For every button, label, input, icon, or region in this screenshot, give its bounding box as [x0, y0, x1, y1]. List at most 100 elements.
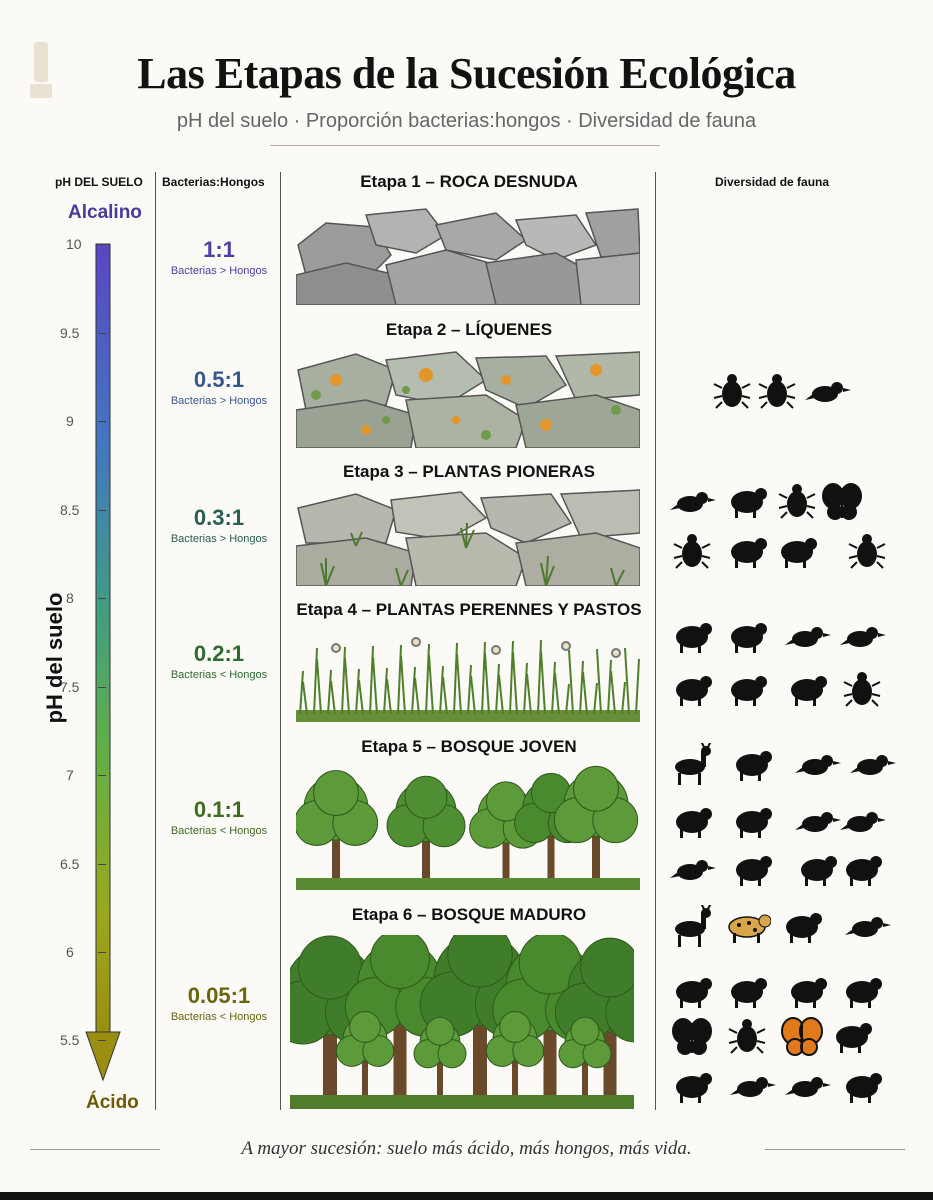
snake-icon [725, 668, 771, 717]
stage-2-ratio: 0.5:1 Bacterias > Hongos [160, 367, 278, 407]
divider-ratio [280, 172, 281, 1110]
ph-gradient-arrow [85, 243, 121, 1082]
opossum-icon [725, 970, 771, 1019]
beetle-icon [775, 480, 821, 529]
skunk-icon [670, 800, 716, 849]
title-divider [270, 145, 660, 146]
divider-fauna [655, 172, 656, 1110]
ph-tick-mark [98, 598, 106, 599]
butterfly-icon [820, 480, 866, 529]
monarch-butterfly-icon [780, 1015, 826, 1064]
squirrel-icon [840, 848, 886, 897]
stage-1-ratio: 1:1 Bacterias > Hongos [160, 237, 278, 277]
frog-icon [840, 1065, 886, 1114]
fox-icon [830, 1015, 876, 1064]
deer-icon [670, 900, 716, 954]
bird-icon [840, 615, 886, 664]
bird-icon [730, 1065, 776, 1114]
ph-tick-mark [98, 1040, 106, 1041]
ratio-value: 0.1:1 [193, 797, 245, 822]
page-title: Las Etapas de la Sucesión Ecológica [137, 49, 796, 98]
stage-4-grasses-illustration [296, 637, 640, 722]
ph-tick-label: 9 [66, 413, 74, 429]
footer-note: A mayor sucesión: suelo más ácido, más h… [241, 1138, 692, 1159]
rabbit-icon [670, 615, 716, 664]
crest-logo-icon [30, 42, 52, 98]
ratio-note: Bacterias > Hongos [170, 265, 268, 277]
owl-icon [845, 905, 891, 954]
ph-tick-label: 8 [66, 590, 74, 606]
mole-icon [725, 615, 771, 664]
raccoon-icon [730, 800, 776, 849]
hummingbird-icon [805, 370, 851, 419]
beetle-icon [840, 668, 886, 717]
ratio-value: 0.3:1 [193, 505, 245, 530]
ph-tick-label: 6 [66, 944, 74, 960]
bird-icon [840, 800, 886, 849]
acid-label: Ácido [86, 1092, 139, 1113]
ph-tick-mark [98, 952, 106, 953]
ph-tick-label: 5.5 [60, 1032, 80, 1048]
ratio-note: Bacterias < Hongos [170, 825, 268, 837]
ph-tick-mark [98, 775, 106, 776]
fly-icon [710, 370, 756, 419]
bottom-bar [0, 1192, 933, 1200]
owl-icon [850, 743, 896, 792]
fox-icon [670, 1065, 716, 1114]
beetle-icon [670, 530, 716, 579]
cougar-icon [780, 905, 826, 954]
jaguar-icon [725, 905, 772, 954]
ph-tick-label: 9.5 [60, 325, 80, 341]
stage-3-ratio: 0.3:1 Bacterias > Hongos [160, 505, 278, 545]
ph-axis-title: pH del suelo [42, 592, 67, 724]
salamander-icon [840, 970, 886, 1019]
lizard-icon [775, 530, 821, 579]
deer-icon [670, 738, 716, 792]
ph-tick-label: 6.5 [60, 856, 80, 872]
ph-tick-mark [98, 333, 106, 334]
page-subtitle: pH del suelo · Proporción bacterias:hong… [176, 110, 757, 132]
ph-tick-label: 10 [66, 236, 82, 252]
ratio-value: 0.2:1 [193, 641, 245, 666]
stage-5-young-forest-illustration [296, 765, 640, 890]
footer-rule-right [765, 1149, 905, 1150]
frog-icon [785, 970, 831, 1019]
opossum-icon [795, 848, 841, 897]
stage-1-title: Etapa 1 – ROCA DESNUDA [360, 172, 578, 191]
beetle-icon [725, 1015, 771, 1064]
raccoon-icon [670, 970, 716, 1019]
bird-icon [795, 800, 841, 849]
stage-5-ratio: 0.1:1 Bacterias < Hongos [160, 797, 278, 837]
ph-tick-mark [98, 510, 106, 511]
ratio-value: 0.5:1 [193, 367, 245, 392]
mouse-icon [725, 480, 771, 529]
bird-icon [670, 848, 716, 897]
stage-3-title: Etapa 3 – PLANTAS PIONERAS [343, 462, 595, 481]
alkaline-label: Alcalino [68, 202, 142, 223]
ph-column-header: pH DEL SUELO [55, 175, 143, 189]
ph-tick-mark [98, 864, 106, 865]
divider-left [155, 172, 156, 1110]
bird-icon [785, 615, 831, 664]
bird-icon [785, 1065, 831, 1114]
stage-4-ratio: 0.2:1 Bacterias < Hongos [160, 641, 278, 681]
frog-icon [785, 668, 831, 717]
ph-tick-mark [98, 244, 106, 245]
stage-2-title: Etapa 2 – LÍQUENES [385, 320, 553, 339]
stage-2-lichen-illustration [296, 351, 640, 448]
ratio-note: Bacterias < Hongos [170, 1011, 268, 1023]
ant-icon [845, 530, 891, 579]
ratio-note: Bacterias > Hongos [170, 533, 268, 545]
butterfly-icon [670, 1015, 716, 1064]
stage-4-title: Etapa 4 – PLANTAS PERENNES Y PASTOS [296, 600, 642, 619]
mouse-icon [725, 530, 771, 579]
stage-6-ratio: 0.05:1 Bacterias < Hongos [160, 983, 278, 1023]
eagle-icon [795, 743, 841, 792]
ratio-note: Bacterias > Hongos [170, 395, 268, 407]
ph-tick-label: 7 [66, 767, 74, 783]
squirrel-icon [670, 668, 716, 717]
stage-3-pioneer-plants-illustration [296, 489, 640, 586]
stage-1-rock-illustration [296, 205, 640, 305]
stage-6-title: Etapa 6 – BOSQUE MADURO [351, 905, 587, 924]
stage-6-mature-forest-illustration [290, 935, 634, 1109]
